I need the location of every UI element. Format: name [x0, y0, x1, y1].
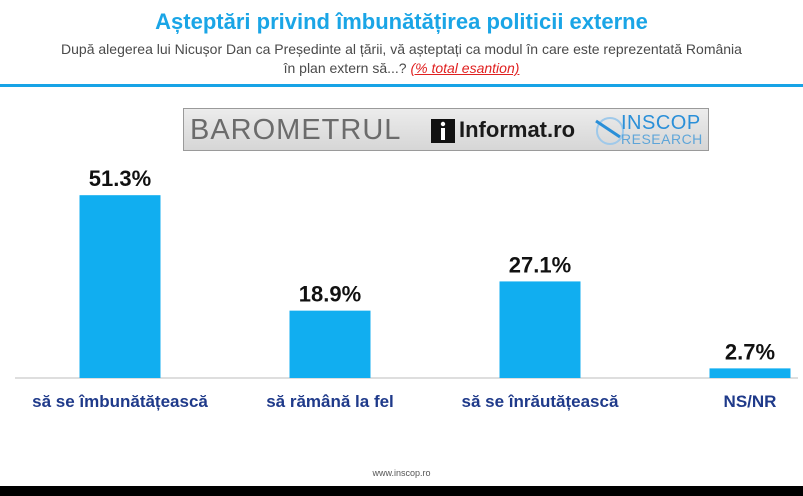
bar-value-label: 18.9%: [299, 282, 361, 307]
bar-chart: 51.3% să se îmbunătățească 18.9% să rămână …: [0, 140, 803, 445]
category-label: să rămână la fel: [266, 392, 394, 411]
informat-logo-icon: [431, 119, 455, 143]
inscop-logo-text: INSCOP: [621, 112, 701, 134]
bar-value-label: 27.1%: [509, 252, 571, 277]
chart-title: Așteptări privind îmbunătățirea politici…: [155, 9, 648, 34]
inscop-logo-subtext: RESEARCH: [621, 131, 703, 147]
category-label: să se înrăutățească: [462, 392, 619, 411]
chart-svg: 51.3% să se îmbunătățească 18.9% să rămână …: [15, 166, 798, 411]
category-label: NS/NR: [724, 392, 777, 411]
bar: [79, 195, 161, 378]
bar: [709, 368, 791, 378]
barometer-banner: BAROMETRUL Informat.ro INSCOP RESEARCH: [183, 108, 709, 151]
bar: [289, 310, 371, 378]
chart-subtitle: După alegerea lui Nicușor Dan ca Președi…: [60, 40, 743, 78]
bar: [499, 281, 581, 378]
informat-logo-text: Informat.ro: [459, 117, 576, 142]
subtitle-question: După alegerea lui Nicușor Dan ca Președi…: [61, 41, 742, 76]
barometer-wordmark: BAROMETRUL: [190, 114, 402, 146]
header-divider: [0, 84, 803, 87]
footer-url: www.inscop.ro: [372, 468, 431, 478]
slide: Așteptări privind îmbunătățirea politici…: [0, 0, 803, 486]
inscop-logo-icon: [595, 117, 624, 145]
bar-value-label: 51.3%: [89, 166, 151, 191]
subtitle-note: (% total esantion): [410, 60, 520, 76]
bar-value-label: 2.7%: [725, 339, 775, 364]
category-label: să se îmbunătățească: [32, 392, 208, 411]
